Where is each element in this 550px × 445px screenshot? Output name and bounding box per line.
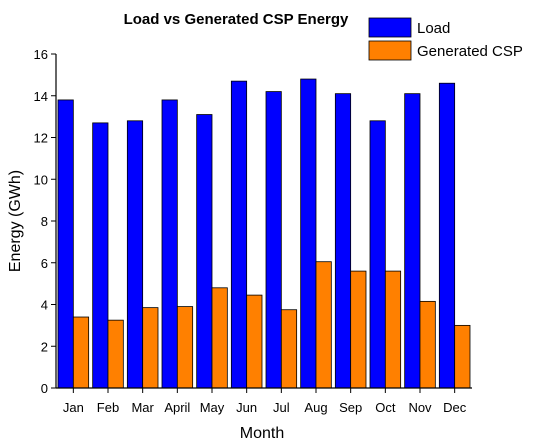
bar-load-jul: [265, 91, 282, 389]
x-tick-label: Jun: [236, 400, 257, 415]
x-tick-label: Jan: [63, 400, 84, 415]
x-tick-label: Feb: [97, 400, 119, 415]
x-tick-label: Oct: [375, 400, 396, 415]
bar-generated-csp-jan: [72, 316, 90, 389]
bar-generated-csp-dec: [454, 324, 471, 389]
bar-load-april: [161, 99, 178, 389]
bar-load-nov: [404, 93, 421, 389]
bar-generated-csp-nov: [419, 300, 436, 389]
bar-load-dec: [438, 82, 456, 389]
y-tick-label: 0: [41, 381, 48, 396]
y-tick-label: 14: [34, 89, 48, 104]
bar-load-may: [196, 114, 213, 389]
bar-generated-csp-mar: [142, 307, 159, 389]
bar-generated-csp-may: [211, 287, 228, 389]
bar-load-jun: [230, 80, 248, 389]
legend-swatch-load: [368, 17, 412, 38]
x-tick-label: April: [164, 400, 190, 415]
bar-load-oct: [369, 120, 386, 389]
bar-generated-csp-april: [176, 306, 194, 389]
y-tick-label: 12: [34, 131, 48, 146]
bar-generated-csp-jul: [280, 309, 298, 389]
x-tick-label: Aug: [304, 400, 327, 415]
y-tick-label: 8: [41, 214, 48, 229]
bar-generated-csp-oct: [384, 270, 402, 389]
y-tick-label: 4: [41, 298, 48, 313]
bar-load-sep: [334, 93, 352, 389]
x-tick-label: Dec: [443, 400, 467, 415]
x-tick-label: May: [200, 400, 225, 415]
y-axis-label: Energy (GWh): [7, 170, 24, 272]
x-tick-label: Sep: [339, 400, 362, 415]
y-tick-label: 2: [41, 339, 48, 354]
legend-label-load: Load: [417, 20, 450, 37]
x-tick-label: Mar: [131, 400, 154, 415]
y-axis: 0 2 4 6 8 10 12 14 16: [34, 47, 57, 396]
bar-generated-csp-jun: [246, 294, 263, 389]
plot-area: [57, 78, 471, 389]
bar-generated-csp-aug: [315, 261, 332, 389]
bar-load-jan: [57, 99, 74, 389]
legend: Load Generated CSP: [367, 16, 545, 64]
x-axis-label: Month: [240, 425, 284, 442]
y-tick-label: 10: [34, 172, 48, 187]
y-tick-label: 6: [41, 256, 48, 271]
x-tick-label: Nov: [408, 400, 432, 415]
chart-title: Load vs Generated CSP Energy: [124, 11, 349, 28]
bar-load-aug: [300, 78, 317, 389]
bar-generated-csp-feb: [107, 319, 124, 389]
bar-generated-csp-sep: [350, 270, 367, 389]
legend-swatch-generated-csp: [368, 40, 412, 61]
legend-label-generated-csp: Generated CSP: [417, 43, 523, 60]
x-tick-label: Jul: [273, 400, 290, 415]
y-tick-label: 16: [34, 47, 48, 62]
bar-load-feb: [92, 122, 109, 389]
x-axis: Jan Feb Mar April May Jun Jul Aug Sep Oct Nov Dec: [56, 387, 472, 415]
bar-load-mar: [126, 120, 144, 389]
